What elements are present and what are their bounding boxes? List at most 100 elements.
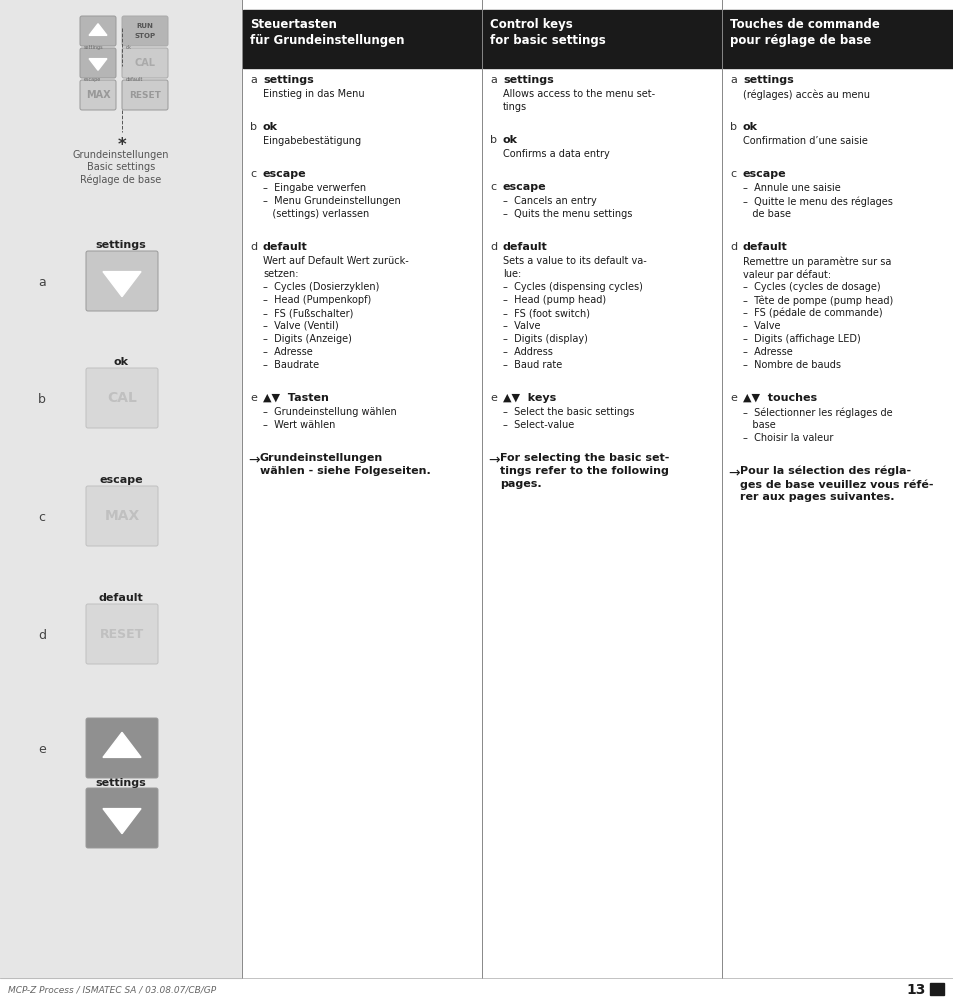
FancyBboxPatch shape (86, 718, 158, 778)
Text: 13: 13 (905, 983, 925, 997)
Text: b: b (250, 122, 256, 132)
Polygon shape (89, 59, 107, 70)
Text: escape: escape (502, 182, 546, 192)
Text: Grundeinstellungen: Grundeinstellungen (72, 150, 169, 160)
Text: RUN: RUN (136, 23, 153, 29)
Text: escape: escape (84, 77, 101, 82)
Text: settings: settings (95, 240, 146, 250)
Text: MCP-Z Process / ISMATEC SA / 03.08.07/CB/GP: MCP-Z Process / ISMATEC SA / 03.08.07/CB… (8, 985, 216, 994)
Text: ges de base veuillez vous réfé-: ges de base veuillez vous réfé- (740, 479, 933, 489)
Text: →: → (727, 466, 739, 480)
Text: settings: settings (742, 75, 793, 85)
Text: lue:: lue: (502, 269, 520, 279)
FancyBboxPatch shape (122, 80, 168, 110)
Text: pour réglage de base: pour réglage de base (729, 34, 870, 47)
Text: e: e (250, 393, 256, 403)
Text: default: default (126, 77, 143, 82)
Text: Steuertasten: Steuertasten (250, 18, 336, 31)
Text: Remettre un paramètre sur sa: Remettre un paramètre sur sa (742, 256, 890, 266)
Text: c: c (490, 182, 496, 192)
Text: Confirms a data entry: Confirms a data entry (502, 149, 609, 159)
Text: ▲▼  touches: ▲▼ touches (742, 393, 817, 403)
Text: –  Address: – Address (502, 347, 553, 357)
Text: –  Quitte le menu des réglages: – Quitte le menu des réglages (742, 196, 892, 207)
FancyBboxPatch shape (86, 368, 158, 428)
Text: Touches de commande: Touches de commande (729, 18, 879, 31)
Text: settings: settings (84, 45, 104, 50)
Text: Pour la sélection des régla-: Pour la sélection des régla- (740, 466, 910, 476)
Polygon shape (89, 24, 107, 35)
Bar (722, 10, 953, 68)
Text: default: default (263, 242, 308, 252)
Text: –  Sélectionner les réglages de: – Sélectionner les réglages de (742, 407, 892, 417)
Text: de base: de base (742, 209, 790, 219)
Bar (242, 0, 953, 998)
Text: for basic settings: for basic settings (490, 34, 605, 47)
Text: ok: ok (502, 135, 517, 145)
Text: –  Nombre de bauds: – Nombre de bauds (742, 360, 841, 370)
Text: –  FS (pédale de commande): – FS (pédale de commande) (742, 308, 882, 318)
Text: –  Adresse: – Adresse (742, 347, 792, 357)
Polygon shape (103, 271, 141, 296)
Text: settings: settings (263, 75, 314, 85)
Text: –  Choisir la valeur: – Choisir la valeur (742, 433, 833, 443)
Text: Confirmation d’une saisie: Confirmation d’une saisie (742, 136, 867, 146)
Text: a: a (38, 276, 46, 289)
Text: Einstieg in das Menu: Einstieg in das Menu (263, 89, 364, 99)
Text: escape: escape (263, 169, 306, 179)
FancyBboxPatch shape (80, 48, 116, 78)
Text: –  Tête de pompe (pump head): – Tête de pompe (pump head) (742, 295, 892, 305)
Text: a: a (250, 75, 256, 85)
FancyBboxPatch shape (86, 788, 158, 848)
Text: Sets a value to its default va-: Sets a value to its default va- (502, 256, 646, 266)
Text: *: * (117, 136, 126, 154)
Text: ok: ok (126, 45, 132, 50)
Text: STOP: STOP (134, 33, 155, 39)
Text: –  Valve: – Valve (742, 321, 780, 331)
Text: Grundeinstellungen: Grundeinstellungen (260, 453, 383, 463)
Bar (0, 0, 242, 978)
Text: –  Valve (Ventil): – Valve (Ventil) (263, 321, 338, 331)
Text: b: b (38, 393, 46, 406)
Text: –  Baud rate: – Baud rate (502, 360, 561, 370)
Bar (929, 983, 943, 995)
Text: d: d (38, 629, 46, 642)
FancyBboxPatch shape (86, 486, 158, 546)
Text: –  Wert wählen: – Wert wählen (263, 420, 335, 430)
Text: b: b (729, 122, 737, 132)
Text: For selecting the basic set-: For selecting the basic set- (499, 453, 669, 463)
Text: c: c (38, 511, 46, 524)
Text: –  Grundeinstellung wählen: – Grundeinstellung wählen (263, 407, 396, 417)
Text: default: default (502, 242, 547, 252)
Text: –  Select the basic settings: – Select the basic settings (502, 407, 634, 417)
Text: default: default (98, 593, 143, 603)
Text: –  Adresse: – Adresse (263, 347, 313, 357)
Text: Allows access to the menu set-: Allows access to the menu set- (502, 89, 655, 99)
Text: –  Cycles (cycles de dosage): – Cycles (cycles de dosage) (742, 282, 880, 292)
Text: →: → (488, 453, 499, 467)
Text: default: default (742, 242, 787, 252)
Text: settings: settings (95, 778, 146, 788)
Text: –  Cancels an entry: – Cancels an entry (502, 196, 597, 206)
FancyBboxPatch shape (80, 80, 116, 110)
Text: Wert auf Default Wert zurück-: Wert auf Default Wert zurück- (263, 256, 408, 266)
Bar (243, 10, 481, 68)
Text: tings refer to the following: tings refer to the following (499, 466, 668, 476)
Text: base: base (742, 420, 775, 430)
Text: d: d (250, 242, 257, 252)
Text: –  Cycles (Dosierzyklen): – Cycles (Dosierzyklen) (263, 282, 379, 292)
Text: MAX: MAX (104, 509, 139, 523)
Text: c: c (729, 169, 736, 179)
Text: valeur par défaut:: valeur par défaut: (742, 269, 830, 279)
Text: –  Quits the menu settings: – Quits the menu settings (502, 209, 632, 219)
Text: –  Digits (display): – Digits (display) (502, 334, 587, 344)
Text: wählen - siehe Folgeseiten.: wählen - siehe Folgeseiten. (260, 466, 431, 476)
Text: –  Valve: – Valve (502, 321, 540, 331)
Text: e: e (729, 393, 736, 403)
Text: Réglage de base: Réglage de base (80, 174, 161, 185)
Text: RESET: RESET (100, 628, 144, 641)
Text: (settings) verlassen: (settings) verlassen (263, 209, 369, 219)
Text: ▲▼  Tasten: ▲▼ Tasten (263, 393, 329, 403)
FancyBboxPatch shape (80, 16, 116, 46)
Polygon shape (103, 733, 141, 757)
